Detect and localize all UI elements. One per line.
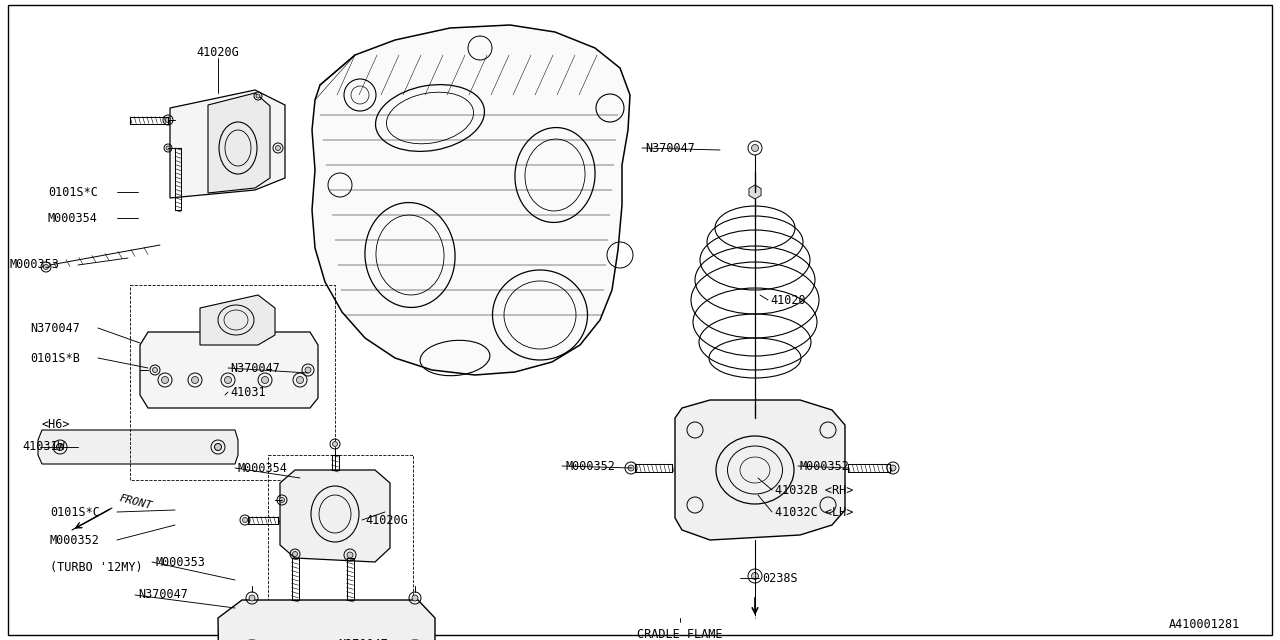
Circle shape [305,367,311,373]
Circle shape [333,442,338,447]
Polygon shape [170,90,285,198]
Circle shape [275,145,280,150]
Text: N370047: N370047 [338,639,388,640]
Text: N370047: N370047 [29,321,79,335]
Circle shape [166,146,170,150]
Circle shape [256,94,260,98]
Text: N370047: N370047 [645,141,695,154]
Circle shape [161,376,169,383]
Bar [268,455,413,640]
Text: M000352: M000352 [564,460,614,472]
Text: N370047: N370047 [138,589,188,602]
Text: 0101S*C: 0101S*C [49,186,97,198]
Polygon shape [140,332,317,408]
Circle shape [628,465,634,471]
Polygon shape [280,470,390,562]
Text: M000352: M000352 [800,460,850,472]
Text: A410001281: A410001281 [1169,618,1240,632]
Circle shape [261,376,269,383]
Polygon shape [38,430,238,464]
Text: 0101S*B: 0101S*B [29,351,79,365]
Bar [131,285,335,480]
Text: N370047: N370047 [230,362,280,374]
Text: M000354: M000354 [238,461,288,474]
Circle shape [250,595,255,601]
Polygon shape [218,600,435,640]
Circle shape [56,444,64,451]
Text: FRONT: FRONT [118,493,154,511]
Circle shape [44,264,49,269]
Text: M000354: M000354 [49,211,97,225]
Circle shape [412,595,419,601]
Text: (TURBO '12MY): (TURBO '12MY) [50,561,142,575]
Text: <H6>: <H6> [42,419,70,431]
Text: M000353: M000353 [10,259,60,271]
Polygon shape [749,185,762,199]
Text: 41032C <LH>: 41032C <LH> [774,506,854,518]
Polygon shape [207,93,270,193]
Text: 41020G: 41020G [197,45,239,58]
Circle shape [751,145,759,152]
Circle shape [192,376,198,383]
Circle shape [297,376,303,383]
Circle shape [152,367,157,372]
Circle shape [279,497,284,502]
Text: M000353: M000353 [155,556,205,568]
Text: 41020G: 41020G [365,513,408,527]
Text: CRADLE FLAME: CRADLE FLAME [637,628,723,640]
Text: 41031: 41031 [230,385,266,399]
Text: M000352: M000352 [50,534,100,547]
Circle shape [242,518,247,522]
Text: 41020: 41020 [771,294,805,307]
Text: 0238S: 0238S [762,572,797,584]
Text: 41031W: 41031W [22,440,65,454]
Polygon shape [312,25,630,375]
Circle shape [215,444,221,451]
Polygon shape [200,295,275,345]
Circle shape [224,376,232,383]
Circle shape [890,465,896,471]
Text: 41032B <RH>: 41032B <RH> [774,483,854,497]
Polygon shape [675,400,845,540]
Text: 0101S*C: 0101S*C [50,506,100,518]
Circle shape [751,573,759,579]
Circle shape [165,118,170,122]
Circle shape [293,552,297,557]
Circle shape [347,552,353,558]
